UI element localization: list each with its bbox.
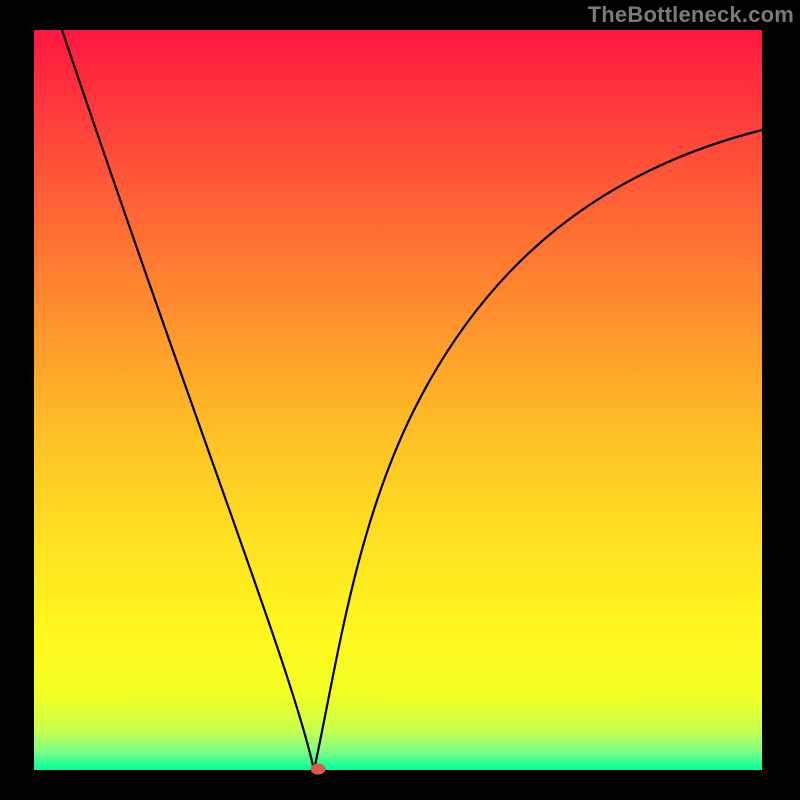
watermark-text: TheBottleneck.com (588, 2, 794, 28)
stage: TheBottleneck.com (0, 0, 800, 800)
plot-area (34, 30, 762, 774)
chart-svg (0, 0, 800, 800)
curve-minimum-marker (311, 764, 325, 774)
gradient-background (34, 30, 762, 770)
